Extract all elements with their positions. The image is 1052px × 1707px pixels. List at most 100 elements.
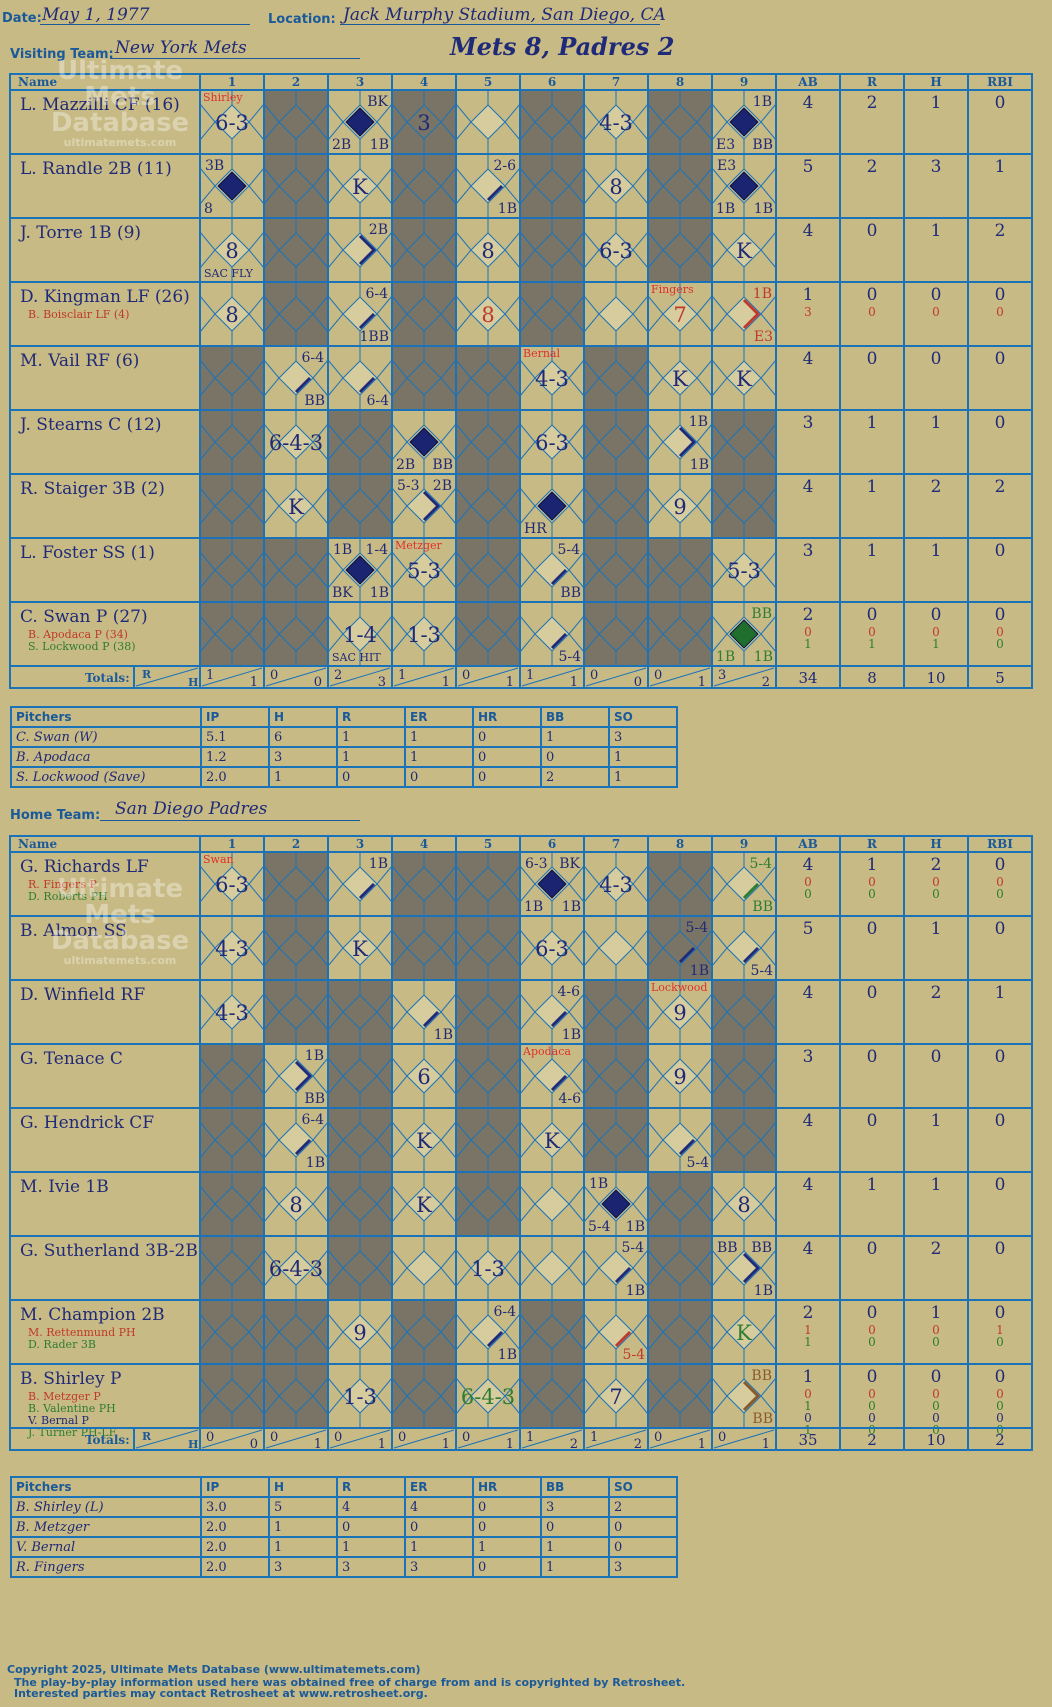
home-inning-header: 2 [292,837,300,851]
home-substitute-name: D. Rader 3B [28,1338,96,1351]
home-base-diamond [406,930,442,966]
visitors-pitching-stat: 1.2 [200,746,270,768]
footer-copyright: Copyright 2025, Ultimate Mets Database (… [7,1663,421,1676]
home-play-result: K [352,937,368,961]
home-batting-stat: 0 [868,875,876,889]
visitors-play-note: 2B [433,478,452,494]
home-pitching-stat: 3 [540,1496,610,1518]
visitors-base-diamond [214,104,250,140]
home-pitching-stat: 5 [268,1496,338,1518]
home-batting-stat: 0 [804,1411,812,1425]
home-play-result: K [736,1321,752,1345]
location-value: Jack Murphy Stadium, San Diego, CA [343,5,666,25]
visitors-pitching-header: Pitchers [10,706,202,728]
visitors-play-note: BK [332,585,353,601]
visitors-substitute-name: B. Apodaca P (34) [28,628,128,641]
home-play-result: 4-3 [599,873,633,897]
visitors-base-diamond [406,360,442,396]
visitors-play-note: E3 [716,137,735,153]
visitors-batting-stat: 3 [804,305,812,319]
home-player-name: B. Shirley P [20,1369,121,1389]
visitors-pitching-stat: 3 [268,746,338,768]
home-game-total: 2 [995,1431,1005,1449]
home-batting-stat: 4 [803,1175,814,1195]
visitors-batting-stat: 2 [995,221,1006,241]
home-play-note: 5-4 [750,963,773,979]
home-basepath-line [742,1252,761,1284]
home-name-header: Name [18,837,57,851]
home-slash-line [649,1429,711,1449]
home-play-result: 6 [417,1065,430,1089]
home-guide-line [440,1057,457,1095]
home-play-result: 4-3 [215,937,249,961]
visitors-play-result: 6-3 [599,239,633,263]
home-pitching-header: HR [472,1476,542,1498]
visitors-base-diamond [342,168,378,204]
home-base-diamond [342,866,378,902]
home-batting-stat: 2 [931,855,942,875]
home-play-note: 5-4 [588,1219,611,1235]
visitors-play-note: 1B [498,201,517,217]
score-title: Mets 8, Padres 2 [450,32,675,61]
home-inning-header: 7 [612,837,620,851]
visitors-base-diamond [470,296,506,332]
home-batting-stat: 1 [867,855,878,875]
home-batting-stat: 0 [932,1387,940,1401]
home-base-diamond [406,1250,442,1286]
home-run-scored-marker [537,869,567,899]
home-base-diamond [726,930,762,966]
home-basepath-line [358,882,376,900]
visitors-inning-hits: 1 [506,675,514,690]
visitors-play-note: E3 [717,158,736,174]
home-guide-line [376,1313,393,1351]
visitors-pitcher-name: B. Apodaca [10,746,202,768]
visitors-player-name: L. Randle 2B (11) [20,159,172,179]
home-player-name: G. Sutherland 3B-2B [20,1241,198,1261]
home-r-label: R [142,1430,152,1443]
visitors-basepath-line [358,234,377,266]
visitors-base-diamond [470,168,506,204]
home-play-note: 5-4 [685,920,708,936]
visitors-play-note: E3 [754,329,773,345]
home-base-diamond [406,1314,442,1350]
visitors-inning-header: 2 [292,75,300,89]
home-play-result: K [416,1129,432,1153]
home-pitcher-row: V. Bernal 2.0 1 1 1 1 1 0 [10,1536,678,1558]
visitors-play-note: 3B [205,158,224,174]
visitors-base-diamond [726,360,762,396]
visitors-batting-stat: 1 [868,637,876,651]
home-player-name: G. Richards LF [20,857,149,877]
visitors-slash-line [649,667,711,687]
home-play-note: BB [752,1411,773,1427]
home-batting-stat: 0 [996,875,1004,889]
home-basepath-line [486,1330,504,1348]
visitors-pitching-header: IP [200,706,270,728]
home-inning-runs: 0 [270,1430,278,1445]
home-substitute-name: J. Turner PH-LF [27,1426,117,1439]
visitors-inning-hits: 0 [634,675,642,690]
home-pitching-stat: 0 [336,1516,406,1538]
visitors-base-diamond [470,232,506,268]
home-guide-line [760,1313,777,1351]
home-guide-line [391,1121,408,1159]
home-pitching-header: IP [200,1476,270,1498]
visitors-base-diamond [278,424,314,460]
home-inning-header: 8 [676,837,684,851]
home-base-diamond [470,1250,506,1286]
visitors-batting-stat: 1 [995,157,1006,177]
visitors-play-note: 5-4 [557,542,580,558]
home-base-diamond [534,994,570,1030]
visitors-pitching-change-note: Shirley [203,91,243,104]
visitors-play-result: 4-3 [535,367,569,391]
visitors-base-diamond [726,232,762,268]
home-guide-line [440,993,457,1031]
visitors-player-name: L. Foster SS (1) [20,543,155,563]
home-guide-line [391,1057,408,1095]
home-batting-stat: 0 [932,1423,940,1437]
home-team-value: San Diego Padres [115,799,268,819]
visitors-batting-stat: 1 [804,637,812,651]
visitors-base-diamond [342,296,378,332]
visitors-inning-runs: 0 [462,668,470,683]
